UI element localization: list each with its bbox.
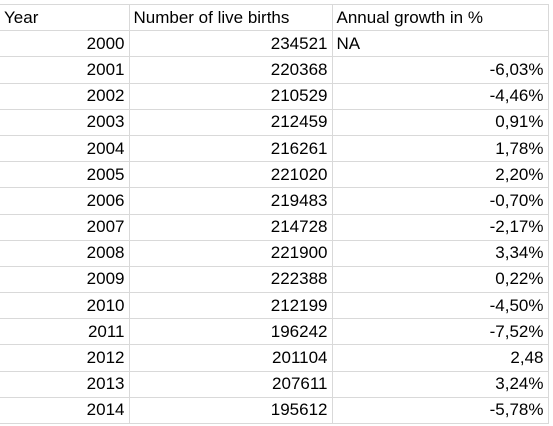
table-row: 2000 234521 NA (0, 30, 549, 58)
table-row: 2012 201104 2,48 (0, 344, 549, 372)
births-cell[interactable]: 195612 (129, 397, 333, 425)
header-year[interactable]: Year (0, 3, 130, 32)
year-cell[interactable]: 2014 (0, 397, 130, 425)
growth-cell[interactable]: 0,22% (332, 266, 549, 294)
births-cell[interactable]: 221020 (129, 161, 333, 189)
growth-cell[interactable]: NA (332, 30, 549, 58)
header-row: Year Number of live births Annual growth… (0, 3, 549, 32)
births-cell[interactable]: 222388 (129, 266, 333, 294)
births-cell[interactable]: 207611 (129, 371, 333, 398)
births-cell[interactable]: 214728 (129, 214, 333, 241)
growth-cell[interactable]: -5,78% (332, 397, 549, 425)
births-table: Year Number of live births Annual growth… (0, 3, 549, 425)
year-cell[interactable]: 2008 (0, 240, 130, 267)
year-cell[interactable]: 2000 (0, 30, 130, 58)
header-births[interactable]: Number of live births (129, 3, 333, 32)
table-row: 2008 221900 3,34% (0, 240, 549, 267)
year-cell[interactable]: 2013 (0, 371, 130, 398)
growth-cell[interactable]: -6,03% (332, 56, 549, 84)
births-cell[interactable]: 201104 (129, 344, 333, 372)
header-growth[interactable]: Annual growth in % (332, 3, 549, 32)
table-row: 2014 195612 -5,78% (0, 397, 549, 425)
births-cell[interactable]: 210529 (129, 83, 333, 110)
year-cell[interactable]: 2002 (0, 83, 130, 110)
growth-cell[interactable]: -4,46% (332, 83, 549, 110)
year-cell[interactable]: 2005 (0, 161, 130, 189)
growth-cell[interactable]: 3,24% (332, 371, 549, 398)
year-cell[interactable]: 2007 (0, 214, 130, 241)
growth-cell[interactable]: 3,34% (332, 240, 549, 267)
births-cell[interactable]: 196242 (129, 318, 333, 346)
table-row: 2013 207611 3,24% (0, 371, 549, 398)
table-row: 2007 214728 -2,17% (0, 214, 549, 241)
table-row: 2010 212199 -4,50% (0, 292, 549, 320)
table-row: 2002 210529 -4,46% (0, 83, 549, 110)
growth-cell[interactable]: -7,52% (332, 318, 549, 346)
table-row: 2006 219483 -0,70% (0, 187, 549, 215)
births-cell[interactable]: 216261 (129, 135, 333, 163)
year-cell[interactable]: 2010 (0, 292, 130, 320)
growth-cell[interactable]: -2,17% (332, 214, 549, 241)
table-row: 2011 196242 -7,52% (0, 318, 549, 346)
growth-cell[interactable]: 2,48 (332, 344, 549, 372)
table-row: 2004 216261 1,78% (0, 135, 549, 163)
growth-cell[interactable]: -0,70% (332, 187, 549, 215)
year-cell[interactable]: 2011 (0, 318, 130, 346)
table-row: 2001 220368 -6,03% (0, 56, 549, 84)
growth-cell[interactable]: 1,78% (332, 135, 549, 163)
year-cell[interactable]: 2001 (0, 56, 130, 84)
growth-cell[interactable]: -4,50% (332, 292, 549, 320)
table-row: 2005 221020 2,20% (0, 161, 549, 189)
growth-cell[interactable]: 2,20% (332, 161, 549, 189)
births-cell[interactable]: 212459 (129, 109, 333, 136)
table-row: 2003 212459 0,91% (0, 109, 549, 136)
year-cell[interactable]: 2004 (0, 135, 130, 163)
births-cell[interactable]: 212199 (129, 292, 333, 320)
births-cell[interactable]: 220368 (129, 56, 333, 84)
year-cell[interactable]: 2009 (0, 266, 130, 294)
year-cell[interactable]: 2006 (0, 187, 130, 215)
growth-cell[interactable]: 0,91% (332, 109, 549, 136)
year-cell[interactable]: 2003 (0, 109, 130, 136)
births-cell[interactable]: 221900 (129, 240, 333, 267)
births-cell[interactable]: 234521 (129, 30, 333, 58)
births-cell[interactable]: 219483 (129, 187, 333, 215)
table-row: 2009 222388 0,22% (0, 266, 549, 294)
year-cell[interactable]: 2012 (0, 344, 130, 372)
